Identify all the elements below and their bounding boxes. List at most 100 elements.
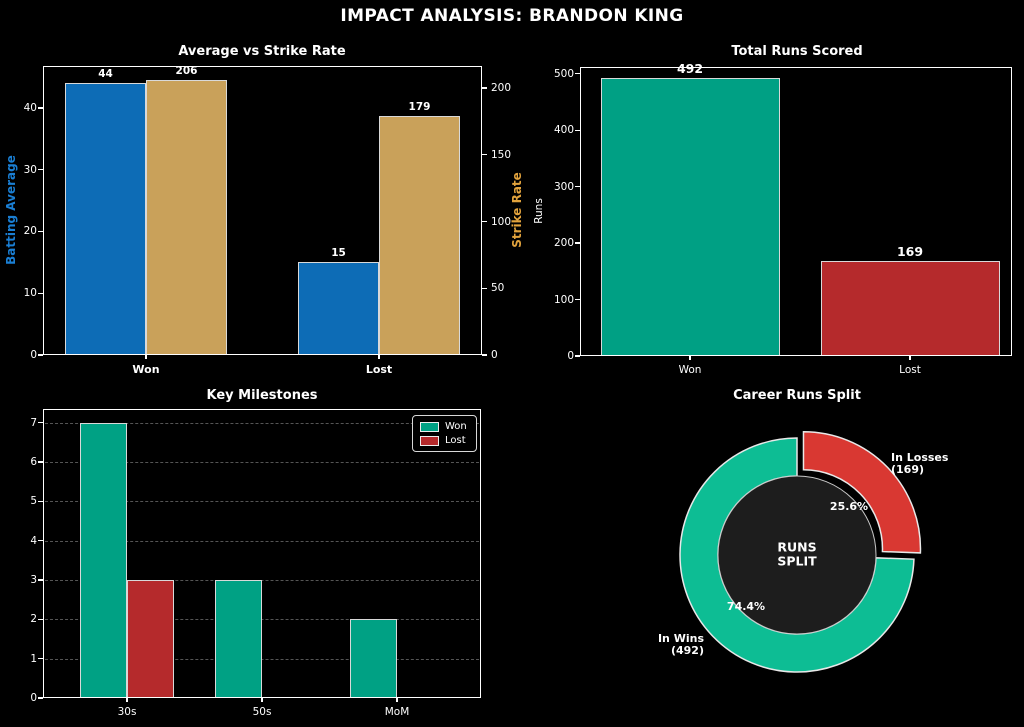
donut-slice-label-in-losses: In Losses (169): [891, 451, 949, 476]
bar-30s-won: [80, 422, 127, 698]
x-tick-mark: [909, 356, 911, 360]
x-tick-label: Won: [132, 363, 160, 376]
legend-item-won: Won: [420, 421, 467, 432]
y-tick-mark: [38, 107, 43, 109]
page-title: IMPACT ANALYSIS: BRANDON KING: [340, 6, 684, 26]
gridline: [45, 580, 479, 582]
gridline: [45, 658, 479, 660]
legend-swatch-won: [420, 421, 439, 432]
y-tick-label: 4: [30, 534, 37, 547]
chart-title-total-runs-scored: Total Runs Scored: [731, 44, 863, 59]
bar-30s-lost: [127, 580, 174, 698]
legend-label: Won: [445, 421, 467, 432]
y-tick-label: 100: [553, 293, 574, 306]
y-axis-label-strike-rate: Strike Rate: [510, 172, 524, 248]
bar-value-label: 179: [408, 101, 431, 114]
y-tick-mark: [38, 579, 43, 581]
career-runs-split-donut: [662, 420, 932, 690]
x-tick-label: MoM: [384, 706, 410, 718]
y-tick-mark: [38, 230, 43, 233]
y-tick-label: 0: [567, 350, 574, 362]
y-axis-label-runs: Runs: [533, 198, 545, 224]
x-tick-mark: [689, 356, 691, 360]
legend-label: Lost: [445, 435, 466, 446]
donut-pct-label-in-losses: 25.6%: [829, 500, 869, 513]
y-tick-mark: [482, 354, 487, 356]
x-tick-mark: [261, 698, 263, 702]
gridline: [45, 619, 479, 621]
y-tick-mark: [575, 355, 580, 357]
x-tick-label: 50s: [252, 706, 272, 718]
y-tick-mark: [575, 298, 580, 301]
y-tick-label: 2: [30, 613, 37, 626]
y-tick-label: 7: [30, 416, 37, 429]
y-tick-label: 150: [491, 148, 512, 161]
x-tick-label: 30s: [117, 706, 137, 718]
y-tick-label: 0: [491, 349, 498, 361]
y-tick-label: 200: [553, 237, 574, 250]
y-tick-mark: [38, 618, 43, 621]
bar-lost-strike-rate: [379, 116, 460, 355]
bar-value-label: 15: [331, 247, 346, 260]
y-tick-mark: [575, 242, 580, 244]
y-tick-mark: [575, 185, 580, 188]
y-tick-mark: [575, 129, 580, 131]
bar-50s-won: [215, 580, 262, 698]
y-tick-mark: [38, 461, 43, 463]
x-tick-mark: [396, 698, 398, 702]
y-tick-mark: [575, 73, 580, 75]
gridline: [45, 462, 479, 464]
y-tick-mark: [38, 540, 43, 542]
y-tick-label: 10: [23, 287, 37, 300]
y-tick-label: 0: [30, 692, 37, 704]
chart-title-career-runs-split: Career Runs Split: [733, 388, 861, 403]
y-tick-label: 100: [491, 215, 512, 228]
y-tick-mark: [38, 500, 43, 503]
bar-won-strike-rate: [146, 80, 227, 355]
gridline: [45, 422, 479, 424]
chart-title-avg-vs-strike-rate: Average vs Strike Rate: [178, 44, 346, 59]
y-tick-label: 400: [553, 124, 574, 137]
y-tick-label: 5: [30, 495, 37, 508]
bar-lost-batting-average: [298, 262, 379, 355]
y-tick-label: 40: [23, 101, 37, 114]
donut-svg: [679, 430, 922, 673]
y-tick-label: 6: [30, 456, 37, 469]
gridline: [45, 501, 479, 503]
y-tick-label: 20: [23, 225, 37, 238]
y-tick-label: 0: [30, 349, 37, 361]
x-tick-label: Lost: [899, 364, 921, 376]
y-tick-mark: [38, 292, 43, 294]
x-tick-mark: [145, 355, 147, 359]
y-tick-mark: [482, 87, 487, 89]
y-tick-label: 300: [553, 180, 574, 193]
bar-value-label: 492: [676, 61, 704, 77]
legend-item-lost: Lost: [420, 435, 467, 446]
bar-value-label: 44: [98, 68, 113, 81]
y-tick-mark: [38, 657, 43, 660]
x-tick-mark: [378, 355, 380, 359]
donut-center-label: RUNS SPLIT: [777, 539, 817, 568]
y-tick-mark: [482, 220, 487, 223]
y-tick-mark: [38, 354, 43, 356]
donut-slice-in-losses: [802, 430, 922, 554]
bar-value-label: 169: [896, 243, 924, 259]
bar-value-label: 206: [175, 65, 198, 78]
legend-swatch-lost: [420, 435, 439, 446]
y-tick-label: 30: [23, 163, 37, 176]
donut-slice-label-in-wins: In Wins (492): [657, 632, 704, 657]
donut-pct-label-in-wins: 74.4%: [726, 600, 766, 613]
bar-mom-won: [350, 619, 397, 698]
y-tick-label: 200: [491, 82, 512, 95]
y-tick-mark: [482, 154, 487, 156]
y-tick-label: 50: [491, 282, 505, 295]
y-tick-mark: [38, 422, 43, 424]
x-tick-mark: [126, 698, 128, 702]
y-tick-label: 3: [30, 574, 37, 587]
y-tick-mark: [38, 697, 43, 699]
y-tick-label: 1: [30, 652, 37, 665]
y-tick-label: 500: [553, 67, 574, 80]
legend: Won Lost: [412, 415, 477, 452]
bar-won-runs: [600, 78, 780, 356]
